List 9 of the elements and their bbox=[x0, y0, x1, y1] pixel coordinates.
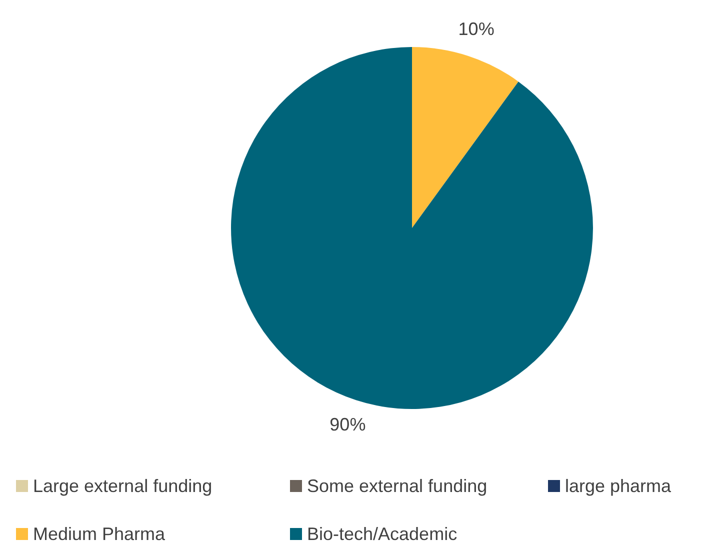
data-label: 90% bbox=[330, 414, 366, 435]
pie-slice bbox=[231, 47, 593, 409]
legend-label: Some external funding bbox=[307, 476, 488, 496]
data-label: 10% bbox=[458, 18, 494, 39]
legend-label: Bio-tech/Academic bbox=[307, 524, 458, 544]
legend-label: Large external funding bbox=[33, 476, 212, 496]
legend-label: Medium Pharma bbox=[33, 524, 166, 544]
legend-label: large pharma bbox=[565, 476, 672, 496]
pie-slice bbox=[412, 47, 518, 228]
